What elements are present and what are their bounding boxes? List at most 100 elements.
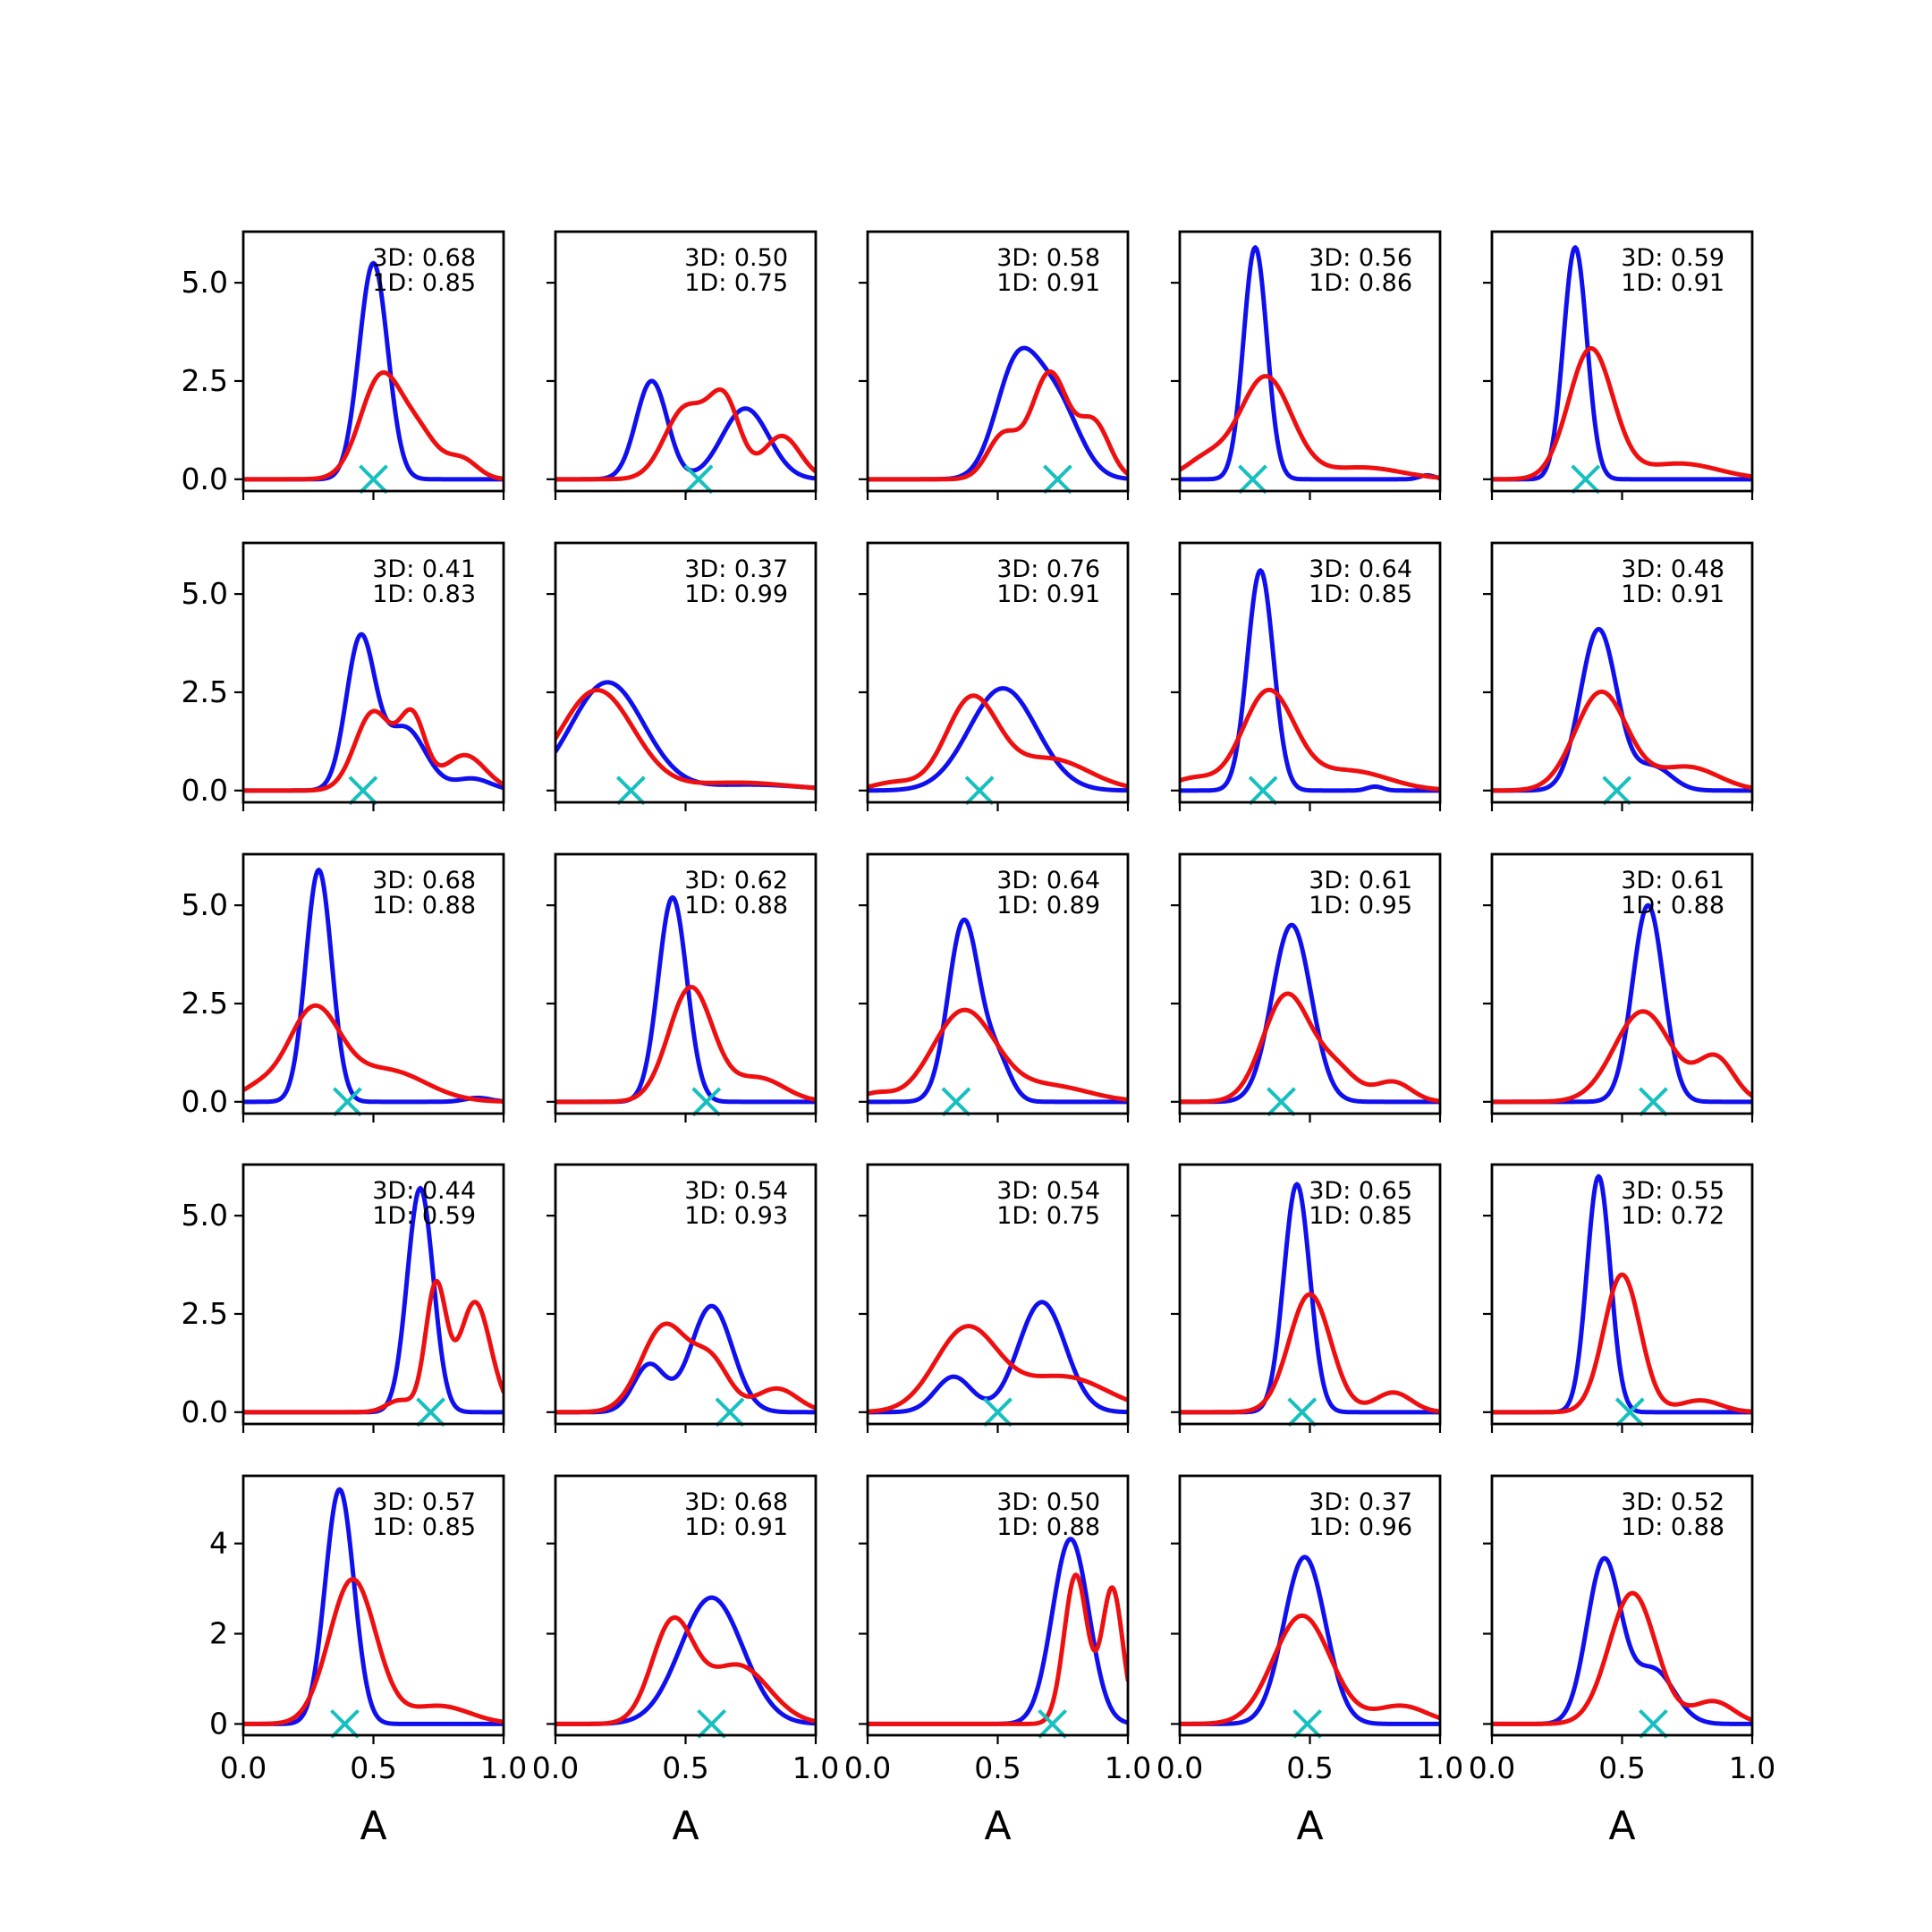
score-label: 1D: 0.85 xyxy=(372,269,476,297)
red-density-line xyxy=(1492,345,1752,482)
x-marker xyxy=(330,1708,360,1739)
score-label: 1D: 0.91 xyxy=(996,269,1100,297)
score-label: 3D: 0.41 xyxy=(372,555,476,583)
red-density-line xyxy=(868,1572,1128,1726)
score-label: 1D: 0.88 xyxy=(996,1513,1100,1541)
blue-density-line xyxy=(1180,568,1440,793)
score-label: 3D: 0.54 xyxy=(996,1177,1100,1205)
x-axis-label: A xyxy=(984,1803,1011,1849)
score-label: 3D: 0.58 xyxy=(996,244,1100,272)
x-marker xyxy=(1614,1397,1645,1428)
score-label: 3D: 0.54 xyxy=(684,1177,788,1205)
score-label: 3D: 0.37 xyxy=(1309,1488,1412,1516)
score-label: 1D: 0.91 xyxy=(684,1513,788,1541)
score-label: 1D: 0.88 xyxy=(684,892,788,919)
blue-density-line xyxy=(555,1595,816,1726)
score-label: 1D: 0.85 xyxy=(1309,580,1412,608)
blue-density-line xyxy=(1492,902,1752,1105)
y-tick-label: 0.0 xyxy=(182,462,228,496)
y-tick-label: 2.5 xyxy=(182,674,228,709)
x-tick-label: 0.0 xyxy=(532,1750,579,1785)
score-label: 1D: 0.91 xyxy=(1621,580,1724,608)
red-density-line xyxy=(868,1007,1128,1102)
x-tick-label: 1.0 xyxy=(480,1750,527,1785)
blue-density-line xyxy=(555,1303,816,1415)
score-label: 1D: 0.89 xyxy=(996,892,1100,919)
x-marker xyxy=(1639,1087,1668,1117)
red-density-line xyxy=(1180,1292,1440,1415)
score-label: 3D: 0.55 xyxy=(1621,1177,1724,1205)
score-label: 3D: 0.50 xyxy=(684,244,788,272)
score-label: 1D: 0.59 xyxy=(372,1202,476,1230)
score-label: 1D: 0.95 xyxy=(1309,892,1412,919)
blue-density-line xyxy=(1492,626,1752,793)
score-label: 1D: 0.86 xyxy=(1309,269,1412,297)
x-marker xyxy=(1238,464,1267,495)
score-label: 3D: 0.65 xyxy=(1309,1177,1412,1205)
blue-density-line xyxy=(555,680,816,791)
x-axis-label: A xyxy=(672,1803,699,1849)
x-marker xyxy=(1292,1708,1323,1739)
score-label: 1D: 0.91 xyxy=(996,580,1100,608)
score-label: 1D: 0.96 xyxy=(1309,1513,1412,1541)
red-density-line xyxy=(868,369,1128,482)
y-tick-label: 0.0 xyxy=(182,1394,228,1429)
score-label: 1D: 0.75 xyxy=(684,269,788,297)
x-tick-label: 1.0 xyxy=(1105,1750,1151,1785)
x-marker xyxy=(1571,464,1601,495)
score-label: 1D: 0.88 xyxy=(372,892,476,919)
y-tick-label: 4 xyxy=(209,1526,228,1561)
x-tick-label: 0.5 xyxy=(1286,1750,1333,1785)
red-density-line xyxy=(1492,1272,1752,1415)
score-label: 3D: 0.52 xyxy=(1621,1488,1724,1516)
red-density-line xyxy=(243,1577,504,1726)
x-tick-label: 0.5 xyxy=(974,1750,1021,1785)
x-marker xyxy=(1267,1087,1296,1117)
x-marker xyxy=(1287,1397,1318,1428)
blue-density-line xyxy=(555,378,816,482)
score-label: 3D: 0.48 xyxy=(1621,555,1724,583)
score-label: 1D: 0.88 xyxy=(1621,1513,1724,1541)
x-marker xyxy=(983,1397,1013,1428)
blue-density-line xyxy=(868,917,1128,1105)
red-density-line xyxy=(555,985,816,1105)
red-density-line xyxy=(243,1003,504,1104)
y-tick-label: 0.0 xyxy=(182,773,228,808)
y-tick-label: 0.0 xyxy=(182,1084,228,1119)
x-tick-label: 1.0 xyxy=(792,1750,839,1785)
y-tick-label: 5.0 xyxy=(182,265,228,300)
x-marker xyxy=(1248,775,1278,806)
red-density-line xyxy=(1180,687,1440,792)
y-tick-label: 5.0 xyxy=(182,576,228,611)
blue-density-line xyxy=(1492,245,1752,482)
x-marker xyxy=(1602,775,1632,806)
red-density-line xyxy=(243,707,504,793)
score-label: 1D: 0.72 xyxy=(1621,1202,1724,1230)
red-density-line xyxy=(555,387,816,482)
x-marker xyxy=(1043,464,1072,495)
blue-density-line xyxy=(555,894,816,1105)
score-label: 3D: 0.68 xyxy=(684,1488,788,1516)
x-marker xyxy=(715,1397,745,1428)
x-tick-label: 1.0 xyxy=(1417,1750,1463,1785)
score-label: 3D: 0.62 xyxy=(684,867,788,894)
score-label: 1D: 0.99 xyxy=(684,580,788,608)
x-tick-label: 0.5 xyxy=(1598,1750,1645,1785)
x-marker xyxy=(348,775,378,806)
score-label: 3D: 0.44 xyxy=(372,1177,476,1205)
score-label: 1D: 0.93 xyxy=(684,1202,788,1230)
x-marker xyxy=(1038,1708,1068,1739)
x-marker xyxy=(332,1087,362,1117)
red-density-line xyxy=(1492,1590,1752,1726)
